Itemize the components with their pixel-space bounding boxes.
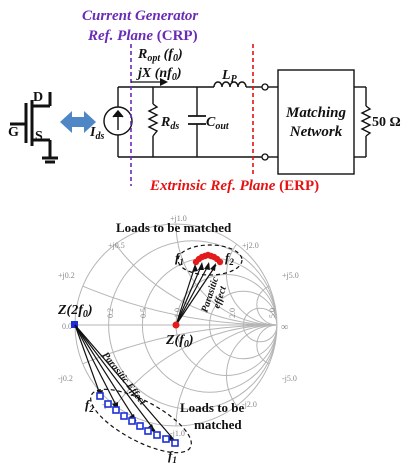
z-f0-label: Z(f0): [165, 333, 194, 350]
current-source-icon: [103, 106, 133, 136]
transistor-source-label: S: [35, 129, 43, 144]
reactance-arc-m0.2: [75, 324, 277, 426]
capacitor-icon: [188, 115, 206, 125]
load-label: 50 Ω: [372, 115, 401, 130]
tick-neg-1: -j1.0: [170, 429, 185, 438]
reactance-arc-p0.5: [75, 224, 277, 326]
crp-title: Current Generator Ref. Plane (CRP): [82, 8, 198, 44]
ids-label: Ids: [89, 125, 104, 142]
inductor-icon: [213, 81, 247, 88]
z-f0-point: [172, 321, 180, 329]
transistor-gate-label: G: [8, 125, 19, 140]
f2-top-label: f2: [225, 250, 234, 267]
parasitic-arrows-top: [175, 263, 217, 326]
red-load-points: [192, 251, 224, 266]
jx-label: jX (nf0): [136, 66, 182, 83]
lp-label: LP: [221, 68, 238, 85]
blue-load-points: [96, 392, 179, 447]
f1-top-label: f1: [175, 250, 184, 267]
matching-network-box: [277, 69, 355, 175]
loads-bottom-line1: Loads to be: [180, 400, 245, 415]
matching-network-line2: Network: [289, 124, 343, 140]
tick-neg-5: -j5.0: [282, 374, 297, 383]
reactance-arc-p2: [226, 224, 277, 326]
f2-bottom-label: f2: [85, 397, 94, 414]
tick-pos-2: +j2.0: [242, 241, 259, 250]
tick-pos-1: +j1.0: [170, 214, 187, 223]
tick-pos-05: +j0.5: [108, 241, 125, 250]
loads-bottom-ellipse: [90, 388, 192, 454]
resistance-circle-5: [242, 307, 277, 343]
rds-label: Rds: [160, 115, 179, 132]
cout-label: Cout: [206, 115, 230, 132]
ropt-label: Ropt (f0): [137, 47, 183, 64]
tick-inf: ∞: [281, 322, 288, 333]
resistor-icon: [147, 103, 159, 137]
tick-r02: 0.2: [106, 308, 115, 318]
tick-neg-2: -j2.0: [242, 400, 257, 409]
tick-r0: 0.0: [62, 322, 72, 331]
z-2f0-point: [71, 321, 78, 328]
loads-bottom-line2: matched: [194, 417, 242, 432]
reactance-arc-m0.5: [75, 324, 277, 426]
erp-title: Extrinsic Ref. Plane (ERP): [149, 178, 319, 194]
matching-network-line1: Matching: [285, 105, 347, 121]
loads-top-label: Loads to be matched: [116, 220, 232, 235]
double-arrow-icon: [60, 111, 96, 133]
reactance-arc-m1: [175, 324, 277, 426]
transistor-drain-label: D: [33, 90, 43, 105]
crp-title-line2: Ref. Plane (CRP): [87, 28, 198, 44]
tick-r1: 1.0: [173, 308, 182, 318]
tick-r5: 5.0: [268, 308, 277, 318]
z-2f0-label: Z(2f0): [57, 303, 93, 320]
load-resistor-icon: [360, 105, 372, 137]
crp-arrowhead: [160, 78, 168, 86]
terminal-bottom: [261, 153, 269, 161]
reactance-arc-m2: [226, 324, 277, 426]
tick-pos-02: +j0.2: [58, 271, 75, 280]
tick-neg-02: -j0.2: [58, 374, 73, 383]
tick-r05: 0.5: [139, 308, 148, 318]
parasitic-arrowheads-top: [192, 262, 216, 272]
parasitic-arrows-bottom: [74, 324, 176, 442]
resistance-circle-2: [209, 290, 277, 360]
tick-r2: 2.0: [228, 308, 237, 318]
circuit-wires: [117, 86, 367, 158]
crp-title-line1: Current Generator: [82, 8, 198, 24]
resistance-circle-0.2: [108, 240, 277, 410]
mosfet-symbol-icon: [10, 92, 58, 164]
f1-bottom-label: f1: [168, 448, 177, 465]
tick-pos-5: +j5.0: [282, 271, 299, 280]
terminal-top: [261, 83, 269, 91]
